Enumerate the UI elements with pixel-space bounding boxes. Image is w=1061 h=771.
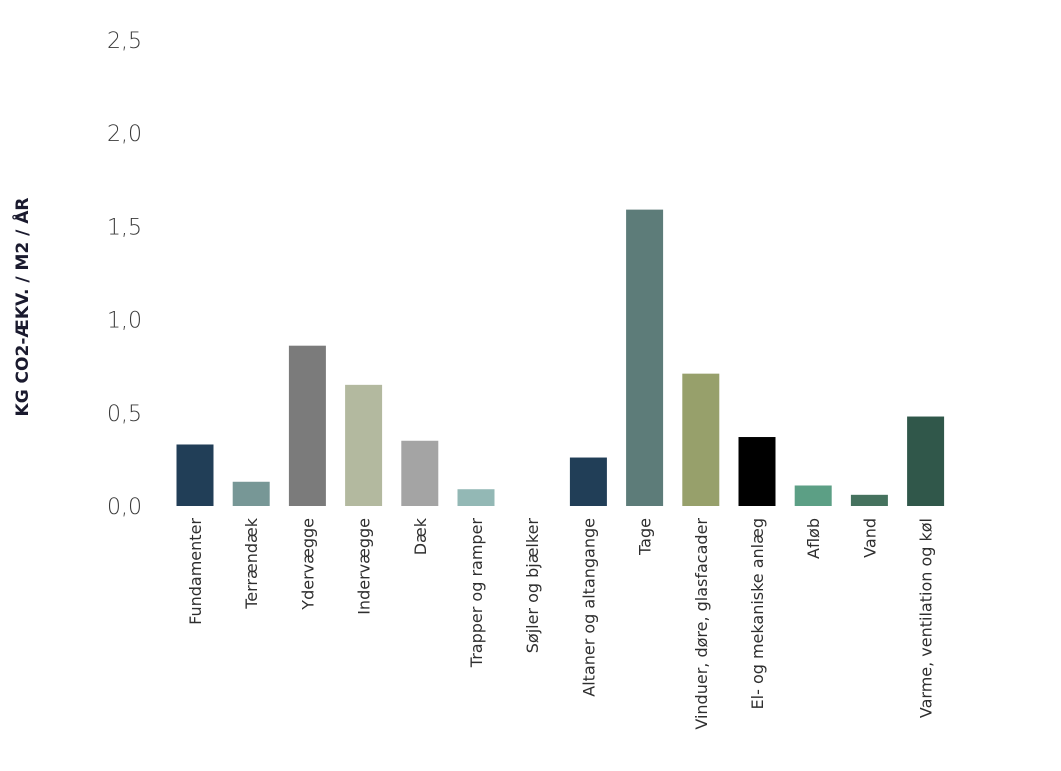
bar <box>176 444 214 506</box>
y-tick-label: 2,5 <box>107 29 142 54</box>
bar <box>907 416 945 506</box>
x-tick-label: Altaner og altangange <box>579 518 598 697</box>
bar <box>850 494 888 506</box>
bar <box>794 485 832 506</box>
y-axis-ticks: 0,0 0,5 1,0 1,5 2,0 2,5 <box>107 29 142 520</box>
x-tick-label: Varme, ventilation og køl <box>917 518 936 718</box>
bars <box>176 209 945 506</box>
y-axis-title: KG CO2-ÆKV. / M2 / ÅR <box>10 198 33 417</box>
bar <box>401 440 439 506</box>
x-tick-label: Ydervægge <box>298 518 317 611</box>
y-tick-label: 1,5 <box>107 215 142 240</box>
x-tick-label: Dæk <box>411 517 430 555</box>
x-axis-labels: Fundamenter Terrændæk Ydervægge Indervægge D… <box>186 517 936 729</box>
x-tick-label: Terrændæk <box>242 517 261 609</box>
y-tick-label: 2,0 <box>107 122 142 147</box>
x-tick-label: Trapper og ramper <box>467 518 486 669</box>
x-tick-label: Afløb <box>804 518 823 559</box>
bar <box>232 481 270 506</box>
bar <box>682 373 720 506</box>
bar <box>457 489 495 506</box>
y-tick-label: 0,0 <box>107 495 142 520</box>
bar <box>738 437 776 506</box>
x-tick-label: Indervægge <box>355 518 374 615</box>
x-tick-label: Tage <box>636 518 655 556</box>
x-tick-label: Vand <box>860 518 879 558</box>
bar <box>345 384 383 506</box>
bar <box>569 457 607 506</box>
y-tick-label: 0,5 <box>107 402 142 427</box>
x-tick-label: Vinduer, døre, glasfacader <box>692 518 711 730</box>
x-tick-label: Fundamenter <box>186 518 205 625</box>
x-tick-label: Søjler og bjælker <box>523 518 542 654</box>
bar <box>626 209 664 506</box>
bar <box>288 345 326 506</box>
y-tick-label: 1,0 <box>107 309 142 334</box>
x-tick-label: El- og mekaniske anlæg <box>748 518 767 709</box>
